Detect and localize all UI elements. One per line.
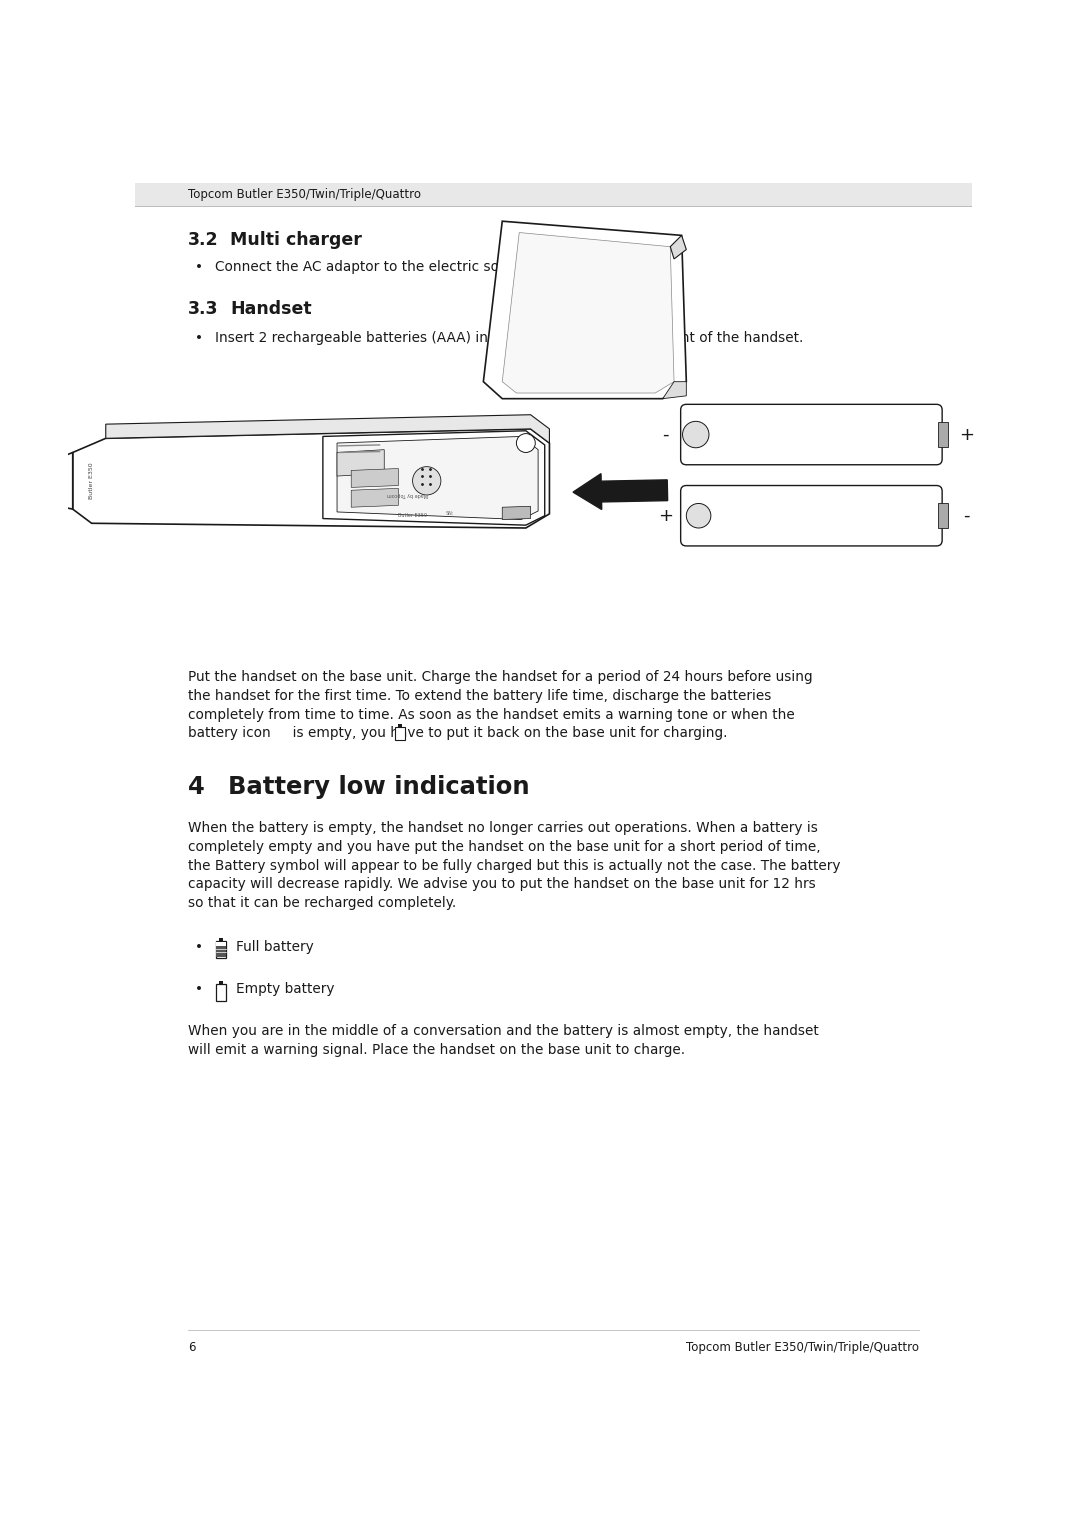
Text: Handset: Handset bbox=[230, 301, 312, 318]
Circle shape bbox=[516, 434, 536, 452]
Text: -: - bbox=[662, 426, 669, 443]
Polygon shape bbox=[484, 221, 686, 399]
Polygon shape bbox=[323, 431, 544, 525]
Text: 4: 4 bbox=[188, 774, 204, 799]
Bar bbox=[216, 983, 227, 1000]
Polygon shape bbox=[337, 449, 384, 476]
Bar bbox=[216, 945, 226, 957]
Bar bbox=[397, 724, 403, 727]
Text: completely from time to time. As soon as the handset emits a warning tone or whe: completely from time to time. As soon as… bbox=[188, 707, 795, 722]
Text: capacity will decrease rapidly. We advise you to put the handset on the base uni: capacity will decrease rapidly. We advis… bbox=[188, 878, 815, 892]
Text: Multi charger: Multi charger bbox=[230, 231, 362, 249]
Bar bbox=[216, 941, 227, 959]
Text: Empty battery: Empty battery bbox=[235, 982, 334, 996]
Bar bbox=[219, 980, 222, 983]
Text: •: • bbox=[195, 982, 203, 996]
Text: Battery low indication: Battery low indication bbox=[228, 774, 529, 799]
Text: Put the handset on the base unit. Charge the handset for a period of 24 hours be: Put the handset on the base unit. Charge… bbox=[188, 670, 812, 684]
Text: •: • bbox=[195, 939, 203, 954]
Text: Made by Topcom: Made by Topcom bbox=[388, 493, 429, 498]
Bar bbox=[135, 183, 972, 206]
Text: +: + bbox=[658, 507, 673, 525]
Circle shape bbox=[686, 504, 711, 528]
Bar bbox=[939, 423, 948, 447]
Text: so that it can be recharged completely.: so that it can be recharged completely. bbox=[188, 896, 456, 910]
Bar bbox=[219, 938, 222, 941]
Polygon shape bbox=[663, 382, 686, 399]
Polygon shape bbox=[351, 489, 399, 507]
FancyArrow shape bbox=[573, 473, 667, 510]
Text: When you are in the middle of a conversation and the battery is almost empty, th: When you are in the middle of a conversa… bbox=[188, 1025, 819, 1038]
Text: Topcom Butler E350/Twin/Triple/Quattro: Topcom Butler E350/Twin/Triple/Quattro bbox=[188, 188, 421, 202]
Text: 6: 6 bbox=[188, 1341, 195, 1354]
Polygon shape bbox=[502, 507, 530, 519]
FancyBboxPatch shape bbox=[680, 486, 942, 547]
Text: SN:: SN: bbox=[446, 512, 454, 516]
Text: the Battery symbol will appear to be fully charged but this is actually not the : the Battery symbol will appear to be ful… bbox=[188, 858, 840, 872]
Text: •: • bbox=[195, 331, 203, 345]
Text: -: - bbox=[963, 507, 970, 525]
Text: will emit a warning signal. Place the handset on the base unit to charge.: will emit a warning signal. Place the ha… bbox=[188, 1043, 685, 1057]
Circle shape bbox=[683, 421, 708, 447]
Text: Butler E350: Butler E350 bbox=[399, 513, 427, 518]
Polygon shape bbox=[72, 429, 550, 528]
Polygon shape bbox=[351, 469, 399, 487]
Polygon shape bbox=[337, 437, 538, 519]
Circle shape bbox=[52, 476, 65, 490]
Text: 3.2: 3.2 bbox=[188, 231, 218, 249]
Text: Connect the AC adaptor to the electric socket: Connect the AC adaptor to the electric s… bbox=[215, 260, 527, 275]
Polygon shape bbox=[502, 232, 674, 392]
Bar bbox=[395, 727, 405, 739]
Text: Butler E350: Butler E350 bbox=[90, 463, 94, 499]
Circle shape bbox=[413, 467, 441, 495]
Text: •: • bbox=[195, 260, 203, 275]
Text: When the battery is empty, the handset no longer carries out operations. When a : When the battery is empty, the handset n… bbox=[188, 822, 818, 835]
Text: completely empty and you have put the handset on the base unit for a short perio: completely empty and you have put the ha… bbox=[188, 840, 821, 854]
Text: battery icon     is empty, you have to put it back on the base unit for charging: battery icon is empty, you have to put i… bbox=[188, 727, 727, 741]
FancyBboxPatch shape bbox=[680, 405, 942, 464]
Polygon shape bbox=[35, 452, 72, 508]
Text: +: + bbox=[959, 426, 974, 443]
Text: Insert 2 rechargeable batteries (AAA) inside the battery compartment of the hand: Insert 2 rechargeable batteries (AAA) in… bbox=[215, 331, 804, 345]
Text: the handset for the first time. To extend the battery life time, discharge the b: the handset for the first time. To exten… bbox=[188, 689, 771, 702]
Text: Full battery: Full battery bbox=[235, 939, 313, 954]
Polygon shape bbox=[671, 235, 686, 260]
Bar bbox=[216, 942, 226, 945]
Text: 3.3: 3.3 bbox=[188, 301, 218, 318]
Bar bbox=[939, 504, 948, 528]
Polygon shape bbox=[106, 415, 550, 443]
Text: Topcom Butler E350/Twin/Triple/Quattro: Topcom Butler E350/Twin/Triple/Quattro bbox=[686, 1341, 919, 1354]
